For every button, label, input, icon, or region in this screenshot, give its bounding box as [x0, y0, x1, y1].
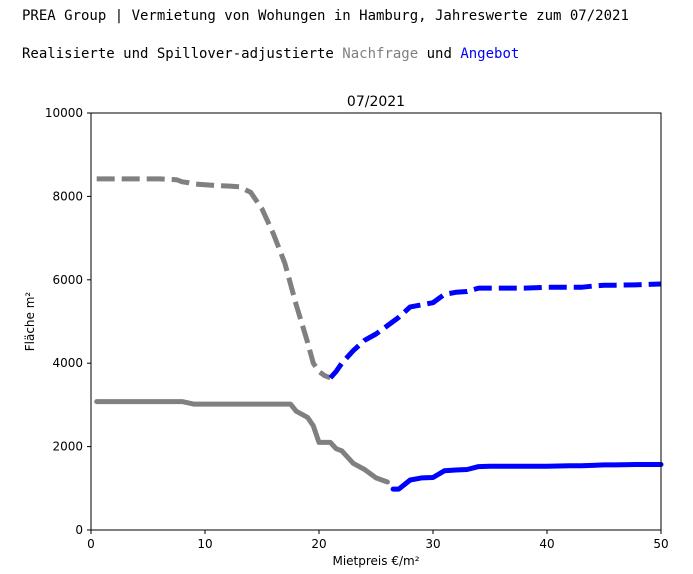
- x-tick-label: 20: [311, 537, 326, 551]
- page-title: PREA Group | Vermietung von Wohungen in …: [22, 8, 629, 24]
- x-tick-label: 0: [87, 537, 95, 551]
- x-tick-label: 50: [653, 537, 668, 551]
- y-tick-label: 2000: [52, 440, 83, 454]
- page-subtitle: Realisierte und Spillover-adjustierte Na…: [22, 46, 519, 62]
- x-tick-label: 10: [197, 537, 212, 551]
- subtitle-supply: Angebot: [460, 46, 520, 62]
- x-tick-label: 30: [425, 537, 440, 551]
- series-line-3-solid: [390, 462, 664, 492]
- x-axis-label: Mietpreis €/m²: [332, 554, 419, 568]
- series-lines: [94, 176, 664, 492]
- series-line-0-dashed: [96, 176, 332, 381]
- axis-ticks: 0 10 20 30 40 50 0 2000 4000 6000 8000 10000: [45, 106, 669, 551]
- y-tick-label: 4000: [52, 356, 83, 370]
- x-tick-label: 40: [539, 537, 554, 551]
- subtitle-prefix: Realisierte und Spillover-adjustierte: [22, 46, 343, 62]
- y-tick-label: 0: [75, 523, 83, 537]
- y-tick-label: 8000: [52, 189, 83, 203]
- y-tick-label: 6000: [52, 273, 83, 287]
- series-line-1-dashed: [328, 281, 662, 380]
- y-tick-label: 10000: [45, 106, 83, 120]
- plot-frame: [90, 112, 662, 531]
- series-line-2-solid: [94, 399, 390, 485]
- y-axis-label: Fläche m²: [23, 292, 37, 352]
- chart-title: 07/2021: [347, 94, 405, 110]
- subtitle-demand: Nachfrage: [342, 46, 419, 62]
- subtitle-and: und: [418, 46, 461, 62]
